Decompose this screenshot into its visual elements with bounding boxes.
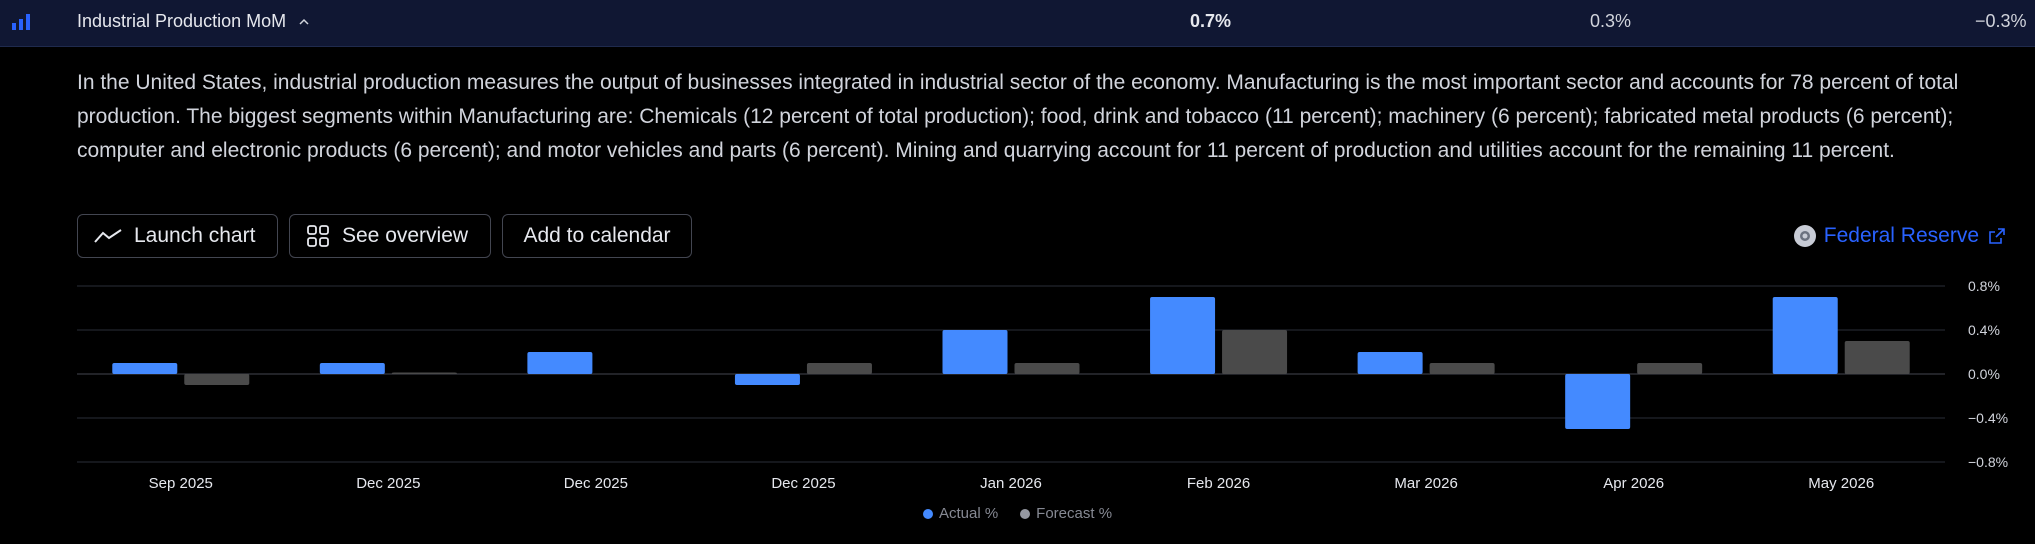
legend-actual-label: Actual % (938, 505, 999, 522)
actual-bar[interactable] (942, 330, 1008, 374)
add-to-calendar-label: Add to calendar (523, 224, 671, 247)
indicator-description: In the United States, industrial product… (77, 71, 1959, 162)
y-tick-label: −0.4% (1968, 410, 2008, 426)
bar-chart: 0.8% 0.4% 0.0% −0.4% −0.8% Sep 2025 Dec 2025 De… (77, 278, 2008, 492)
y-tick-label: 0.4% (1968, 322, 2000, 338)
x-tick-label: Apr 2026 (1603, 475, 1664, 492)
legend-item-forecast[interactable]: Forecast % (1020, 505, 1112, 522)
indicator-title-text: Industrial Production MoM (77, 11, 287, 31)
external-link-icon (1989, 228, 2005, 244)
actual-bar[interactable] (112, 363, 178, 374)
x-tick-label: Feb 2026 (1187, 475, 1250, 492)
source-link[interactable]: Federal Reserve (1793, 224, 2005, 248)
forecast-bar[interactable] (1014, 363, 1080, 374)
forecast-value: 0.3% (1590, 11, 1632, 31)
x-tick-label: Dec 2025 (771, 475, 835, 492)
actual-bar[interactable] (734, 374, 800, 385)
forecast-bar[interactable] (391, 372, 457, 375)
forecast-bar[interactable] (806, 363, 872, 374)
forecast-bar[interactable] (1844, 341, 1910, 374)
y-tick-label: −0.8% (1968, 454, 2008, 470)
actual-bar[interactable] (1150, 297, 1216, 374)
source-label: Federal Reserve (1823, 224, 1979, 247)
actual-bar[interactable] (1565, 374, 1631, 429)
x-tick-label: Mar 2026 (1394, 475, 1457, 492)
forecast-bar[interactable] (184, 374, 250, 385)
grid-icon (307, 225, 329, 247)
launch-chart-label: Launch chart (134, 224, 256, 247)
actual-bar[interactable] (527, 352, 593, 374)
x-tick-label: Sep 2025 (149, 475, 213, 492)
chart-legend: Actual % Forecast % (0, 505, 2035, 522)
forecast-bar[interactable] (1637, 363, 1703, 374)
y-tick-label: 0.8% (1968, 278, 2000, 294)
actual-bar[interactable] (1772, 297, 1838, 374)
forecast-bar[interactable] (1429, 363, 1495, 374)
federal-reserve-logo-icon (1793, 225, 1816, 247)
legend-forecast-label: Forecast % (1036, 505, 1113, 522)
indicator-header-row[interactable]: Industrial Production MoM 0.7% 0.3% −0.3… (0, 0, 2035, 47)
y-tick-label: 0.0% (1968, 366, 2000, 382)
legend-item-actual[interactable]: Actual % (922, 505, 999, 522)
actual-bar[interactable] (319, 363, 385, 374)
previous-value: −0.3% (1975, 11, 2027, 31)
x-tick-label: Dec 2025 (564, 475, 628, 492)
actual-bar[interactable] (1357, 352, 1423, 374)
see-overview-label: See overview (342, 224, 469, 247)
x-tick-label: Dec 2025 (356, 475, 420, 492)
indicator-title[interactable]: Industrial Production MoM (77, 10, 309, 32)
add-to-calendar-button[interactable]: Add to calendar (502, 214, 692, 258)
chevron-up-icon (299, 19, 309, 25)
forecast-bar[interactable] (1222, 330, 1288, 374)
x-tick-label: May 2026 (1808, 475, 1874, 492)
see-overview-button[interactable]: See overview (289, 214, 491, 258)
x-tick-label: Jan 2026 (980, 475, 1042, 492)
bar-chart-icon (12, 14, 30, 30)
launch-chart-button[interactable]: Launch chart (77, 214, 278, 258)
actual-value: 0.7% (1190, 11, 1232, 31)
line-chart-icon (94, 229, 122, 243)
